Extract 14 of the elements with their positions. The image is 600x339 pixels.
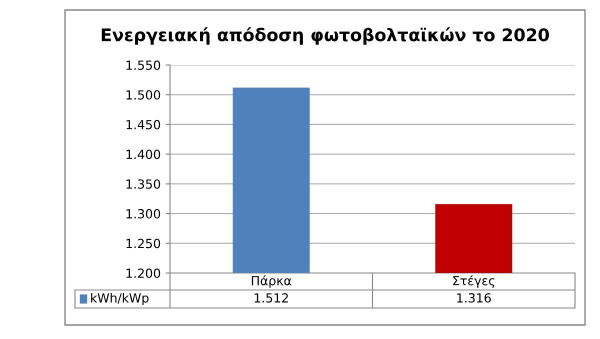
legend-label: kWh/kWp xyxy=(91,292,149,306)
y-tick-label: 1.200 xyxy=(126,268,160,278)
y-tick-label: 1.500 xyxy=(126,90,160,100)
x-tick-label: Πάρκα xyxy=(252,275,292,288)
y-tick-label: 1.450 xyxy=(126,120,160,130)
data-label: 1.512 xyxy=(254,293,288,303)
y-tick-label: 1.300 xyxy=(126,209,160,218)
data-label: 1.316 xyxy=(457,293,491,303)
y-tick-label: 1.250 xyxy=(126,238,160,248)
y-tick-label: 1.400 xyxy=(126,150,160,160)
x-tick-label: Στέγες xyxy=(453,275,494,288)
chart-title: Ενεργειακή απόδοση φωτοβολταϊκών το 2020 xyxy=(102,27,549,45)
y-tick-label: 1.550 xyxy=(126,60,160,70)
y-tick-label: 1.350 xyxy=(126,179,160,189)
